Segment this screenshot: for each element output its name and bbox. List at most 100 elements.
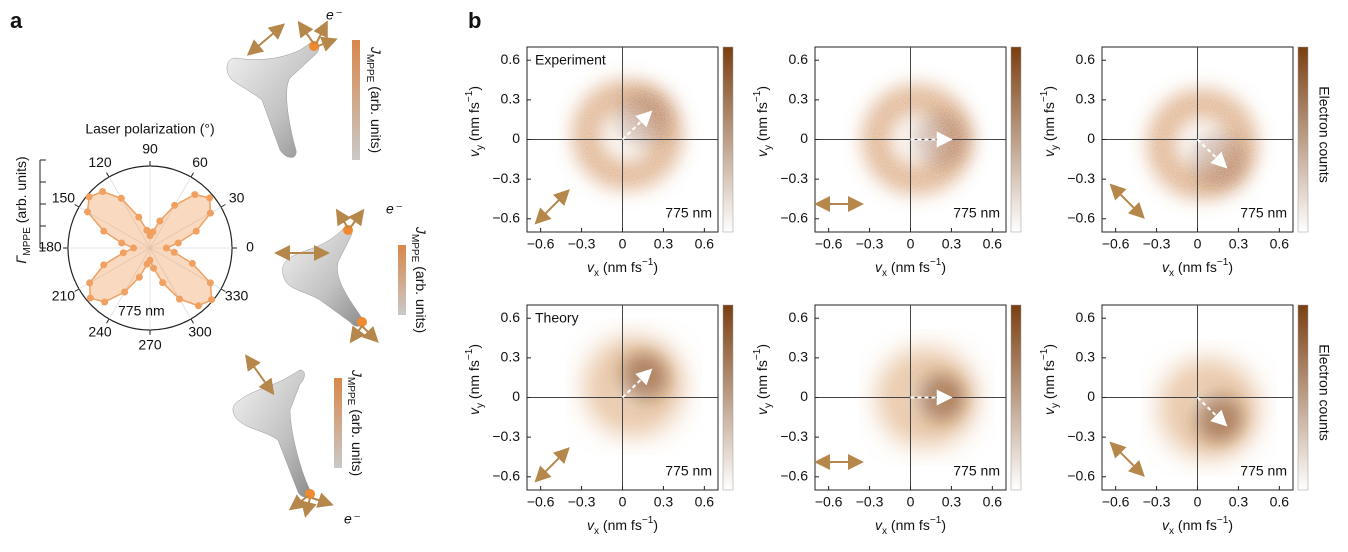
label-part: J [349, 369, 365, 378]
y-tick-label: −0.3 [1067, 428, 1095, 444]
label-part: MPPE [22, 227, 33, 256]
label-part: (nm fs [599, 259, 642, 275]
grid-line [149, 247, 192, 320]
data-point [117, 194, 125, 202]
label-part: v [875, 259, 883, 275]
grid-line [78, 206, 151, 249]
label-part: −1 [1039, 348, 1050, 360]
data-point [146, 256, 154, 264]
y-axis-label: vy (nm fs−1) [752, 86, 774, 157]
data-point [191, 191, 199, 199]
x-tick-label: −0.6 [1102, 236, 1130, 252]
particle-inset [232, 354, 342, 518]
label-part: (nm fs [1174, 517, 1217, 533]
colorbar [722, 304, 734, 491]
y-tick-label: 0.6 [501, 51, 521, 67]
label-part: Γ [13, 255, 29, 264]
data-point [86, 279, 94, 287]
y-axis-label: vy (nm fs−1) [1039, 86, 1061, 157]
x-axis-label: vx (nm fs−1) [1162, 257, 1233, 279]
data-point [101, 298, 109, 306]
label-part: −1 [930, 257, 942, 268]
x-tick-label: −0.6 [527, 494, 555, 510]
tick-mark [106, 172, 110, 178]
label-part: (arb. units) [349, 405, 365, 476]
label-part: x [594, 526, 599, 537]
label-part: ) [754, 344, 770, 349]
electron-label: e⁻ [386, 201, 403, 217]
grid-line [108, 247, 151, 320]
y-tick-label: −0.6 [492, 467, 520, 483]
label-part: (nm fs [466, 102, 482, 145]
wavelength-label: 775 nm [665, 463, 712, 479]
wavelength-label: 775 nm [665, 205, 712, 221]
y-tick-label: −0.6 [1067, 467, 1095, 483]
x-tick-label: −0.3 [1143, 236, 1171, 252]
data-point [150, 264, 158, 272]
x-tick-label: −0.3 [568, 494, 596, 510]
label-part: −1 [1217, 257, 1229, 268]
y-tick-label: 0 [800, 388, 808, 404]
label-part: v [1162, 259, 1170, 275]
label-part: (nm fs [754, 360, 770, 403]
colorbar-label: Electron counts [1316, 344, 1332, 441]
label-part: −1 [1039, 90, 1050, 102]
label-part: v [1041, 149, 1057, 157]
label-part: ) [941, 259, 946, 275]
density [586, 339, 682, 434]
label-part: ) [653, 517, 658, 533]
colorbar [1297, 46, 1309, 233]
panel-label: a [10, 8, 23, 33]
y-tick-label: −0.6 [780, 209, 808, 225]
y-tick-label: 0.6 [789, 51, 809, 67]
y-tick-label: 0.3 [501, 349, 521, 365]
label-part: ) [1228, 517, 1233, 533]
wavelength-label: 775 nm [1240, 205, 1287, 221]
y-tick-label: 0 [512, 388, 520, 404]
data-point [174, 239, 182, 247]
x-tick-label: −0.6 [1102, 494, 1130, 510]
data-point [188, 259, 196, 267]
data-point [99, 187, 107, 195]
y-tick-label: −0.6 [492, 209, 520, 225]
electron-label: e⁻ [344, 511, 361, 527]
label-part: MPPE [409, 234, 420, 263]
label-part: x [882, 526, 887, 537]
x-tick-label: 0 [619, 494, 627, 510]
grid-line [108, 176, 151, 249]
label-part: −1 [1217, 515, 1229, 526]
y-tick-label: 0 [800, 130, 808, 146]
x-tick-label: 0 [619, 236, 627, 252]
label-part: y [763, 144, 774, 150]
y-tick-label: 0.3 [1076, 91, 1096, 107]
label-part: x [594, 268, 599, 279]
polar-fit [86, 190, 213, 307]
y-tick-label: 0.6 [789, 309, 809, 325]
angle-tick-label: 240 [88, 324, 112, 340]
angle-tick-label: 90 [142, 141, 158, 157]
label-part: −1 [642, 515, 654, 526]
polarization-arrow [534, 447, 570, 483]
label-part: v [466, 149, 482, 157]
tick-mark [74, 204, 80, 208]
label-part: ) [941, 517, 946, 533]
data-point [100, 261, 108, 269]
x-tick-label: 0 [1194, 494, 1202, 510]
angle-tick-label: 0 [246, 239, 254, 255]
angle-tick-label: 120 [88, 154, 112, 170]
axis-label: ΓMPPE (arb. units) [13, 156, 33, 263]
angle-tick-label: 270 [138, 337, 162, 353]
x-axis-label: vx (nm fs−1) [587, 515, 658, 537]
data-point [208, 296, 216, 304]
y-tick-label: 0.6 [1076, 51, 1096, 67]
angle-tick-label: 300 [188, 324, 212, 340]
label-part: v [466, 407, 482, 415]
colorbar-label: Electron counts [1316, 86, 1332, 183]
label-part: ) [754, 86, 770, 91]
data-point [194, 302, 202, 310]
label-part: v [587, 259, 595, 275]
data-point [100, 227, 108, 235]
label-part: v [754, 149, 770, 157]
colorbar-label: JMPPE (arb. units) [409, 226, 429, 333]
label-part: (nm fs [1041, 360, 1057, 403]
